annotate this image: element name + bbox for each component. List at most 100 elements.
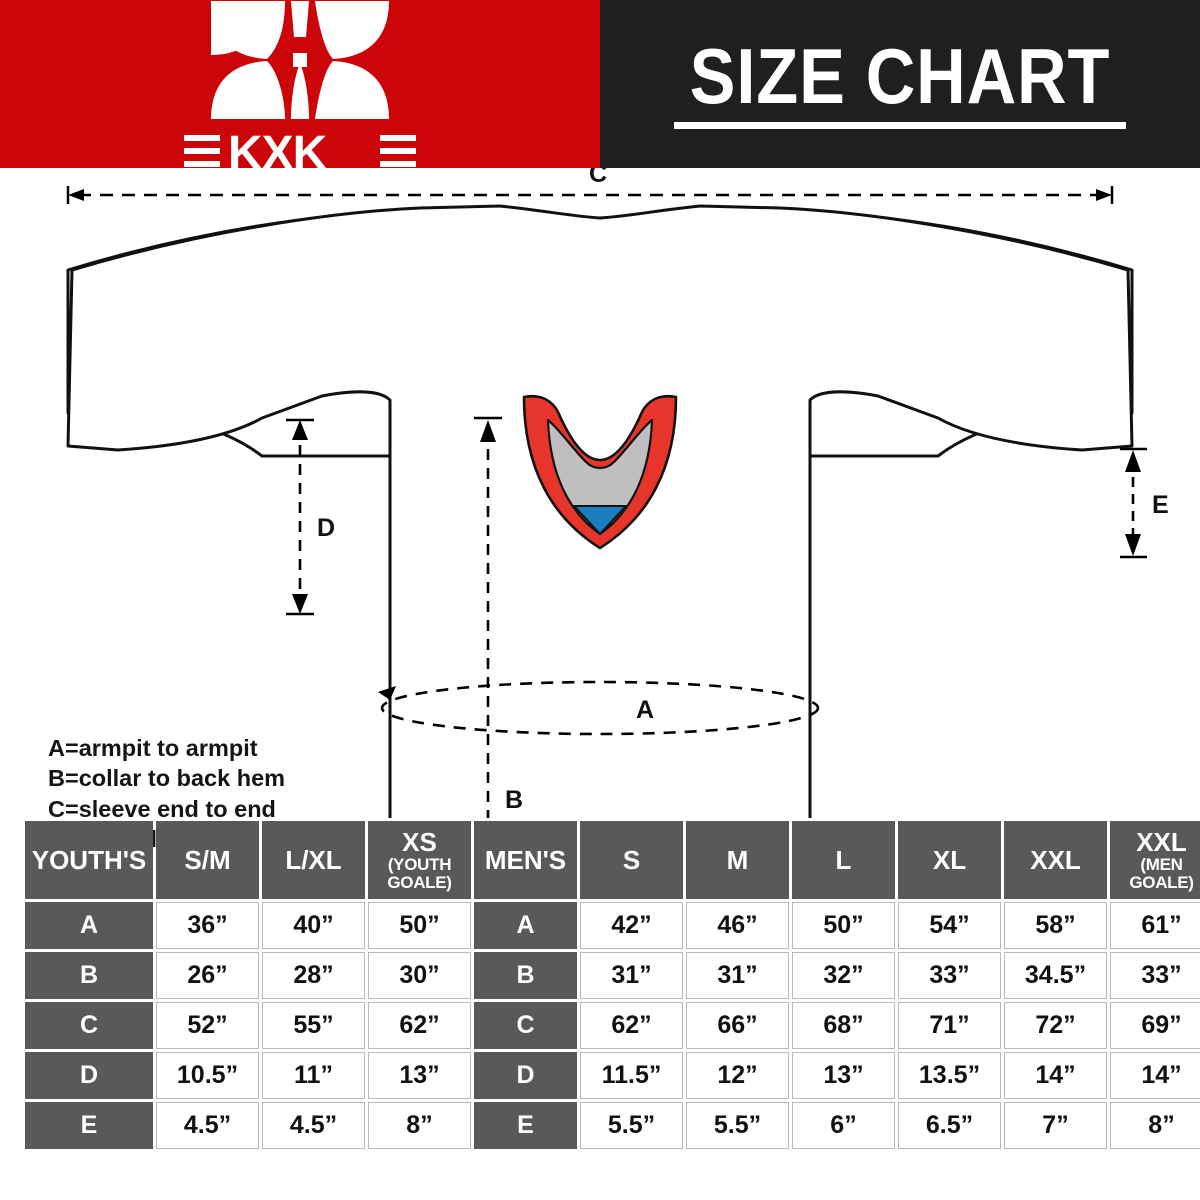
cell-mens-l-d: 13” [792, 1052, 895, 1099]
cell-mens-l-a: 50” [792, 902, 895, 949]
cell-mens-s-a: 42” [580, 902, 683, 949]
size-table-container: YOUTH'S S/M L/XL XS (YOUTH GOALE) MEN'S … [22, 818, 1200, 1152]
table-row: B 26” 28” 30” B 31” 31” 32” 33” 34.5” 33… [25, 952, 1200, 999]
row-label-e-mens: E [474, 1102, 577, 1149]
cell-youth-xs-e: 8” [368, 1102, 471, 1149]
cell-youth-xs-c: 62” [368, 1002, 471, 1049]
header-main: M [726, 845, 749, 875]
table-row: E 4.5” 4.5” 8” E 5.5” 5.5” 6” 6.5” 7” 8” [25, 1102, 1200, 1149]
cell-mens-s-d: 11.5” [580, 1052, 683, 1099]
title-panel: SIZE CHART [600, 0, 1200, 168]
cell-youth-lxl-a: 40” [262, 902, 365, 949]
dimension-d [286, 418, 314, 616]
kxk-logo: KXK [184, 0, 416, 175]
legend-item-a: A=armpit to armpit [48, 735, 258, 761]
jersey-collar [522, 394, 678, 550]
row-label-b-mens: B [474, 952, 577, 999]
cell-mens-goale-e: 8” [1110, 1102, 1200, 1149]
cell-mens-s-e: 5.5” [580, 1102, 683, 1149]
collar-accent [571, 505, 629, 536]
table-row: C 52” 55” 62” C 62” 66” 68” 71” 72” 69” [25, 1002, 1200, 1049]
title-underline [674, 122, 1126, 130]
cell-mens-m-a: 46” [686, 902, 789, 949]
cell-mens-xxl-a: 58” [1004, 902, 1107, 949]
header-cell-lxl[interactable]: L/XL [262, 821, 365, 899]
dimension-e-label: E [1152, 491, 1169, 519]
row-label-e-youth: E [25, 1102, 153, 1149]
header-sub: (MEN GOALE) [1129, 855, 1194, 892]
cell-mens-goale-d: 14” [1110, 1052, 1200, 1099]
header-main: XS [402, 827, 437, 858]
header-main: XXL [1136, 827, 1187, 858]
header-cell-xxl-men-goale[interactable]: XXL (MEN GOALE) [1110, 821, 1200, 899]
legend-item-c: C=sleeve end to end [48, 795, 276, 822]
dimension-e [1120, 447, 1147, 559]
row-label-c-mens: C [474, 1002, 577, 1049]
header-main: MEN'S [484, 845, 567, 875]
cell-mens-l-e: 6” [792, 1102, 895, 1149]
cell-mens-goale-a: 61” [1110, 902, 1200, 949]
page-title: SIZE CHART [689, 31, 1111, 120]
cell-youth-lxl-c: 55” [262, 1002, 365, 1049]
header-main: YOUTH'S [31, 845, 147, 875]
cell-mens-xl-a: 54” [898, 902, 1001, 949]
dimension-c-label: C [589, 168, 607, 188]
cell-mens-m-d: 12” [686, 1052, 789, 1099]
cell-mens-goale-b: 33” [1110, 952, 1200, 999]
header-cell-l[interactable]: L [792, 821, 895, 899]
cell-youth-sm-c: 52” [156, 1002, 259, 1049]
row-label-a-youth: A [25, 902, 153, 949]
row-label-a-mens: A [474, 902, 577, 949]
header-cell-sm[interactable]: S/M [156, 821, 259, 899]
dimension-d-label: D [317, 514, 335, 542]
cell-mens-xl-b: 33” [898, 952, 1001, 999]
cell-mens-m-b: 31” [686, 952, 789, 999]
header-main: XL [932, 845, 967, 875]
header-main: L/XL [285, 845, 342, 875]
cell-youth-xs-b: 30” [368, 952, 471, 999]
dimension-a [378, 680, 820, 736]
table-header-row: YOUTH'S S/M L/XL XS (YOUTH GOALE) MEN'S … [25, 821, 1200, 899]
header-main: S/M [184, 845, 231, 875]
cell-mens-l-b: 32” [792, 952, 895, 999]
header-cell-youths[interactable]: YOUTH'S [25, 821, 153, 899]
cell-youth-xs-a: 50” [368, 902, 471, 949]
cell-youth-sm-a: 36” [156, 902, 259, 949]
cell-mens-l-c: 68” [792, 1002, 895, 1049]
row-label-b-youth: B [25, 952, 153, 999]
cell-mens-s-c: 62” [580, 1002, 683, 1049]
cell-mens-goale-c: 69” [1110, 1002, 1200, 1049]
header-cell-m[interactable]: M [686, 821, 789, 899]
page-header: KXK SIZE CHART [0, 0, 1200, 175]
kxk-wordmark-icon: KXK [184, 127, 416, 175]
kxk-butterfly-logo-icon [211, 1, 389, 119]
header-main: S [622, 845, 641, 875]
cell-mens-m-e: 5.5” [686, 1102, 789, 1149]
cell-mens-xl-d: 13.5” [898, 1052, 1001, 1099]
cell-mens-m-c: 66” [686, 1002, 789, 1049]
cell-mens-xl-c: 71” [898, 1002, 1001, 1049]
row-label-c-youth: C [25, 1002, 153, 1049]
legend-item-b: B=collar to back hem [48, 765, 286, 792]
cell-mens-xxl-c: 72” [1004, 1002, 1107, 1049]
header-cell-xl[interactable]: XL [898, 821, 1001, 899]
cell-youth-sm-b: 26” [156, 952, 259, 999]
cell-mens-xxl-e: 7” [1004, 1102, 1107, 1149]
cell-youth-sm-e: 4.5” [156, 1102, 259, 1149]
brand-panel: KXK [0, 0, 600, 175]
dimension-b [474, 416, 502, 818]
row-label-d-youth: D [25, 1052, 153, 1099]
cell-mens-xxl-d: 14” [1004, 1052, 1107, 1099]
header-cell-xs-youth-goale[interactable]: XS (YOUTH GOALE) [368, 821, 471, 899]
cell-youth-sm-d: 10.5” [156, 1052, 259, 1099]
jersey-measurement-drawing: C D [66, 168, 1169, 818]
cell-mens-s-b: 31” [580, 952, 683, 999]
header-cell-xxl[interactable]: XXL [1004, 821, 1107, 899]
dimension-a-label: A [636, 696, 654, 724]
size-table: YOUTH'S S/M L/XL XS (YOUTH GOALE) MEN'S … [22, 818, 1200, 1152]
header-cell-mens[interactable]: MEN'S [474, 821, 577, 899]
dimension-b-label: B [505, 786, 523, 814]
table-row: D 10.5” 11” 13” D 11.5” 12” 13” 13.5” 14… [25, 1052, 1200, 1099]
header-cell-s[interactable]: S [580, 821, 683, 899]
header-main: L [835, 845, 852, 875]
